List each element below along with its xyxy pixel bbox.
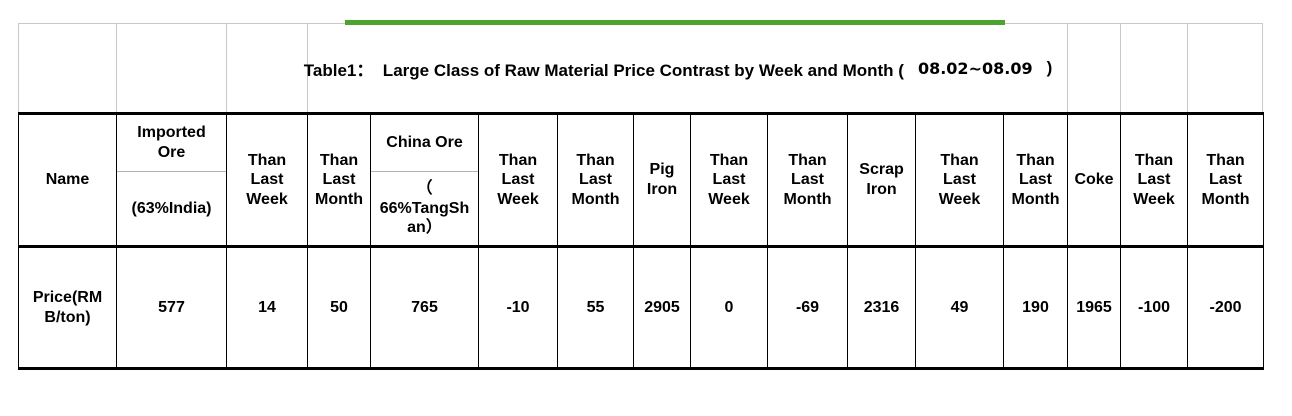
header-coke-than-last-week: Than Last Week (1120, 113, 1188, 247)
scrap-iron-vs-month: 190 (1003, 246, 1068, 369)
header-china-ore-than-last-month: Than Last Month (557, 113, 634, 247)
than-last-week-label: Than Last Week (1133, 151, 1175, 208)
imported-ore-vs-month: 50 (307, 246, 371, 369)
table-title: Table1： Large Class of Raw Material Pric… (303, 24, 1052, 112)
imported-ore-label: Imported Ore (117, 115, 226, 172)
imported-ore-vs-week: 14 (226, 246, 308, 369)
header-name: Name (18, 113, 117, 247)
header-imported-ore: Imported Ore (63%India) (116, 113, 227, 247)
header-row: Name Imported Ore (63%India) Than Last W… (18, 113, 1264, 247)
header-pig-iron-than-last-week: Than Last Week (690, 113, 768, 247)
imported-ore-price: 577 (116, 246, 227, 369)
pig-iron-vs-month: -69 (767, 246, 848, 369)
raw-material-price-table: Name Imported Ore (63%India) Than Last W… (18, 112, 1264, 370)
table-title-text: Table1： Large Class of Raw Material Pric… (303, 60, 904, 80)
coke-vs-week: -100 (1120, 246, 1188, 369)
header-coke: Coke (1067, 113, 1121, 247)
than-last-week-label: Than Last Week (938, 151, 981, 208)
gridline (116, 24, 117, 113)
gridline (226, 24, 227, 113)
price-row-label: Price(RMB/ton) (18, 246, 117, 369)
than-last-month-label: Than Last Month (571, 151, 620, 208)
scrap-iron-vs-week: 49 (915, 246, 1004, 369)
china-ore-vs-month: 55 (557, 246, 634, 369)
header-china-ore: China Ore （ 66%TangShan） (370, 113, 479, 247)
header-imported-ore-than-last-month: Than Last Month (307, 113, 371, 247)
imported-ore-sublabel: (63%India) (131, 199, 212, 217)
china-ore-label: China Ore (371, 115, 478, 172)
header-china-ore-than-last-week: Than Last Week (478, 113, 558, 247)
than-last-week-label: Than Last Week (246, 151, 288, 208)
china-ore-price: 765 (370, 246, 479, 369)
table-title-date-range: 08.02~08.09 (917, 58, 1033, 78)
price-row: Price(RMB/ton) 577 14 50 765 -10 55 2905… (18, 246, 1264, 369)
than-last-month-label: Than Last Month (1011, 151, 1060, 208)
gridline (18, 24, 19, 113)
gridline (1120, 24, 1121, 113)
green-accent-rule (345, 20, 1005, 25)
coke-vs-month: -200 (1187, 246, 1264, 369)
than-last-month-label: Than Last Month (783, 151, 832, 208)
header-scrap-iron-than-last-week: Than Last Week (915, 113, 1004, 247)
gridline (1067, 24, 1068, 113)
header-pig-iron-than-last-month: Than Last Month (767, 113, 848, 247)
scrap-iron-price: 2316 (847, 246, 916, 369)
gridline (1187, 24, 1188, 113)
header-scrap-iron-than-last-month: Than Last Month (1003, 113, 1068, 247)
gridline (307, 24, 308, 113)
china-ore-vs-week: -10 (478, 246, 558, 369)
header-coke-than-last-month: Than Last Month (1187, 113, 1264, 247)
than-last-month-label: Than Last Month (1201, 151, 1250, 208)
pig-iron-price: 2905 (633, 246, 691, 369)
china-ore-sublabel: （ 66%TangShan） (379, 180, 470, 237)
pig-iron-vs-week: 0 (690, 246, 768, 369)
header-imported-ore-than-last-week: Than Last Week (226, 113, 308, 247)
gridline (1262, 24, 1263, 113)
than-last-week-label: Than Last Week (497, 151, 539, 208)
than-last-week-label: Than Last Week (708, 151, 750, 208)
header-pig-iron: Pig Iron (633, 113, 691, 247)
header-scrap-iron: Scrap Iron (847, 113, 916, 247)
than-last-month-label: Than Last Month (315, 151, 363, 208)
coke-price: 1965 (1067, 246, 1121, 369)
table-title-close-paren: ) (1046, 58, 1053, 77)
